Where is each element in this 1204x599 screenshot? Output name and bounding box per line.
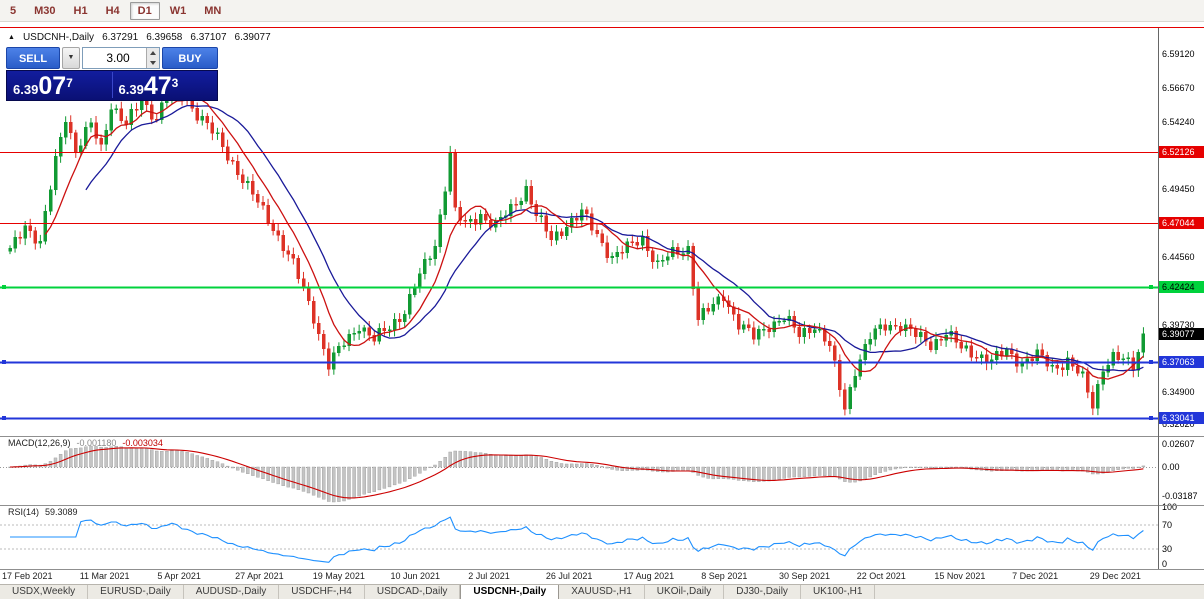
volume-stepper[interactable] (146, 48, 159, 68)
date-label: 7 Dec 2021 (1012, 571, 1059, 581)
date-label: 29 Dec 2021 (1089, 571, 1141, 581)
order-type-dropdown[interactable]: ▼ (62, 47, 80, 69)
tab-usdcad-daily[interactable]: USDCAD-,Daily (365, 585, 461, 599)
date-label: 27 Apr 2021 (235, 571, 284, 581)
macd-main-value: -0.001180 (76, 438, 117, 448)
tab-usdx-weekly[interactable]: USDX,Weekly (0, 585, 89, 599)
ask-price: 6.39 47 3 (113, 74, 218, 100)
volume-decrease-button[interactable] (146, 58, 159, 68)
date-label: 10 Jun 2021 (390, 571, 441, 581)
volume-increase-button[interactable] (146, 48, 159, 58)
chart-title: USDCNH-,Daily (22, 32, 95, 43)
macd-axis-max: 0.02607 (1162, 439, 1195, 449)
date-label: 22 Oct 2021 (856, 571, 906, 581)
tab-audusd-daily[interactable]: AUDUSD-,Daily (184, 585, 280, 599)
chart-window: ▲ USDCNH-,Daily 6.37291 6.39658 6.37107 … (0, 28, 1204, 584)
timeframe-w1[interactable]: W1 (169, 4, 187, 17)
rsi-axis-70: 70 (1162, 520, 1173, 530)
chevron-down-icon: ▼ (67, 54, 75, 61)
rsi-value: 59.3089 (45, 507, 78, 517)
price-axis-label: 6.59120 (1162, 49, 1195, 60)
tab-xauusd-h1[interactable]: XAUUSD-,H1 (559, 585, 645, 599)
tab-ukoil-daily[interactable]: UKOil-,Daily (645, 585, 725, 599)
tab-eurusd-daily[interactable]: EURUSD-,Daily (88, 585, 184, 599)
ask-prefix: 6.39 (118, 82, 144, 97)
bid-price: 6.39 07 7 (7, 74, 112, 100)
date-axis[interactable]: 17 Feb 2021 11 Mar 2021 5 Apr 2021 27 Apr 2… (0, 569, 1158, 584)
date-label: 19 May 2021 (312, 571, 365, 581)
tab-uk100-h1[interactable]: UK100-,H1 (801, 585, 876, 599)
rsi-axis-0: 0 (1162, 559, 1168, 569)
price-axis[interactable]: 0.02607 0.00 -0.03187 100 70 30 0 6.5912… (1159, 28, 1204, 584)
date-label: 11 Mar 2021 (79, 571, 130, 581)
date-label: 26 Jul 2021 (545, 571, 593, 581)
timeframe-5[interactable]: 5 (10, 4, 17, 17)
date-label: 8 Sep 2021 (701, 571, 748, 581)
price-axis-label: 6.39730 (1162, 319, 1195, 330)
ohlc-open: 6.37291 (102, 32, 139, 43)
macd-label: MACD(12,26,9) (8, 438, 71, 448)
bid-prefix: 6.39 (13, 82, 39, 97)
price-badge: 6.52126 (1159, 145, 1204, 158)
price-axis-label: 6.54240 (1162, 117, 1195, 128)
date-label: 2 Jul 2021 (468, 571, 510, 581)
rsi-label-row: RSI(14) 59.3089 (8, 507, 78, 517)
macd-axis-zero: 0.00 (1162, 462, 1180, 472)
volume-field[interactable] (82, 47, 160, 69)
macd-signal-value: -0.003034 (122, 438, 163, 448)
timeframe-h4[interactable]: H4 (105, 4, 120, 17)
tab-dj30-daily[interactable]: DJ30-,Daily (724, 585, 801, 599)
price-badge: 6.33041 (1159, 412, 1204, 425)
price-badge: 6.37063 (1159, 356, 1204, 369)
date-label: 15 Nov 2021 (934, 571, 986, 581)
buy-button[interactable]: BUY (162, 47, 218, 69)
price-axis-label: 6.34900 (1162, 387, 1195, 398)
quote-divider (111, 72, 113, 98)
pane-separator-dates (0, 569, 1204, 570)
tab-usdchf-h4[interactable]: USDCHF-,H4 (279, 585, 365, 599)
timeframe-mn[interactable]: MN (204, 4, 222, 17)
date-label: 17 Aug 2021 (623, 571, 675, 581)
chart-window-top-border (0, 27, 1204, 28)
date-label: 5 Apr 2021 (157, 571, 201, 581)
chart-info: ▲ USDCNH-,Daily 6.37291 6.39658 6.37107 … (8, 32, 271, 43)
bid-sup: 7 (66, 76, 73, 90)
tab-usdcnh-daily[interactable]: USDCNH-,Daily (460, 585, 560, 599)
macd-axis-min: -0.03187 (1162, 491, 1198, 501)
pane-separator-rsi[interactable] (0, 505, 1204, 506)
timeframe-d1[interactable]: D1 (129, 1, 160, 20)
price-axis-label: 6.49450 (1162, 184, 1195, 195)
sell-button[interactable]: SELL (6, 47, 60, 69)
macd-label-row: MACD(12,26,9) -0.001180 -0.003034 (8, 438, 163, 448)
price-badge: 6.42424 (1159, 281, 1204, 294)
quote-panel: 6.39 07 7 6.39 47 3 (6, 70, 218, 101)
price-axis-label: 6.56670 (1162, 83, 1195, 94)
timeframe-toolbar: 5 M30 H1 H4 D1 W1 MN (0, 0, 1204, 22)
rsi-label: RSI(14) (8, 507, 40, 517)
date-label: 30 Sep 2021 (779, 571, 831, 581)
symbol-triangle-icon: ▲ (8, 34, 15, 41)
chart-canvas[interactable] (0, 28, 1158, 569)
symbol-tabs[interactable]: USDX,Weekly EURUSD-,Daily AUDUSD-,Daily USD… (0, 584, 1204, 599)
ohlc-low: 6.37107 (190, 32, 227, 43)
date-label: 17 Feb 2021 (2, 571, 53, 581)
price-badge: 6.39077 (1159, 328, 1204, 341)
rsi-axis-30: 30 (1162, 544, 1173, 554)
ohlc-high: 6.39658 (146, 32, 183, 43)
bid-big: 07 (38, 72, 67, 100)
ask-big: 47 (143, 72, 172, 100)
ohlc-close: 6.39077 (234, 32, 271, 43)
pane-separator-macd[interactable] (0, 436, 1204, 437)
volume-input[interactable] (83, 48, 149, 68)
price-badge: 6.47044 (1159, 216, 1204, 229)
price-axis-label: 6.44560 (1162, 252, 1195, 263)
ask-sup: 3 (171, 76, 179, 90)
timeframe-m30[interactable]: M30 (34, 4, 56, 17)
axis-vertical-separator (1158, 28, 1159, 569)
rsi-axis-100: 100 (1162, 502, 1178, 512)
timeframe-h1[interactable]: H1 (73, 4, 88, 17)
